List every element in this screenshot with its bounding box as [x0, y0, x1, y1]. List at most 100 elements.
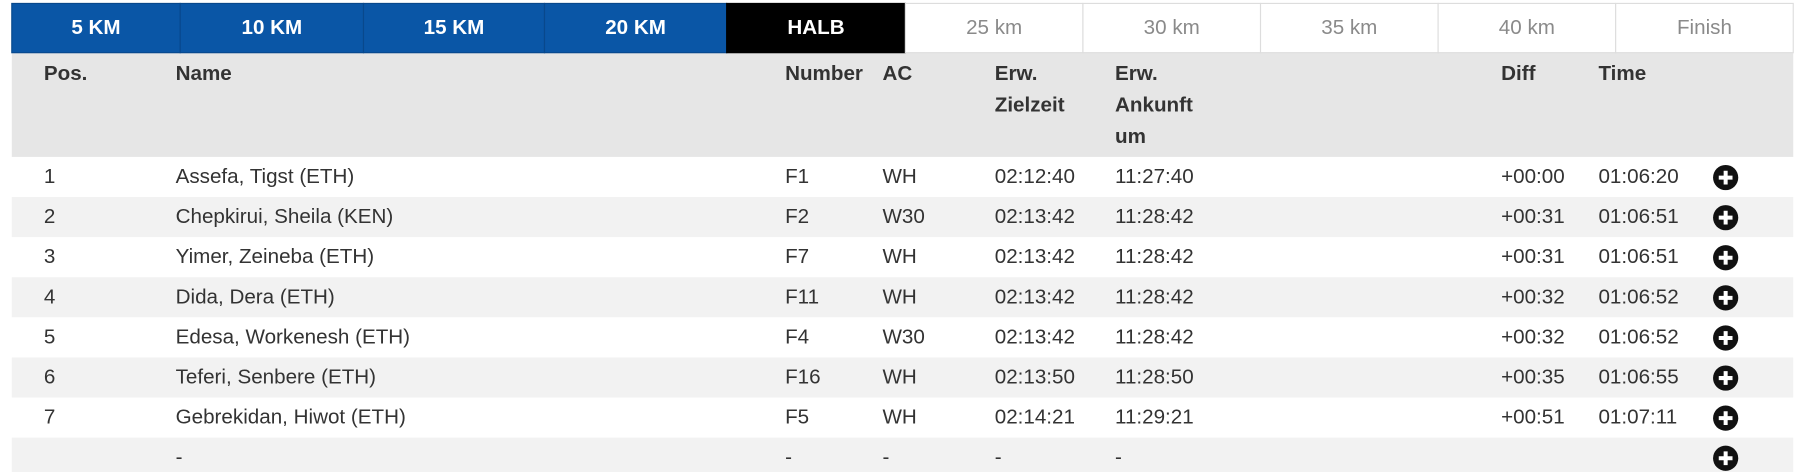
cell: 11:28:50 — [1115, 366, 1194, 389]
cell: Dida, Dera (ETH) — [176, 285, 335, 308]
cell: 01:06:55 — [1598, 366, 1678, 389]
tab-bg[interactable] — [543, 2, 728, 54]
column-header: Erw. — [1115, 62, 1158, 85]
cell: 4 — [44, 285, 55, 308]
expand-button[interactable] — [1713, 445, 1739, 471]
cell: 1 — [44, 165, 55, 188]
cell: 11:29:21 — [1115, 406, 1194, 429]
expand-button[interactable] — [1713, 365, 1739, 391]
cell: 11:28:42 — [1115, 325, 1194, 348]
cell: 01:06:20 — [1598, 165, 1678, 188]
cell: +00:35 — [1501, 366, 1565, 389]
plus-sign[interactable] — [1718, 371, 1733, 385]
plus-sign[interactable] — [1718, 331, 1733, 345]
cell: 02:14:21 — [995, 406, 1075, 429]
plus-sign[interactable] — [1718, 451, 1733, 466]
cell: Teferi, Senbere (ETH) — [176, 366, 376, 389]
tab-bg[interactable] — [1259, 2, 1439, 54]
row-bg — [11, 277, 1794, 318]
cell: - — [882, 446, 889, 469]
cell: +00:00 — [1501, 165, 1565, 188]
table-header — [11, 52, 1794, 157]
cell: 02:13:42 — [995, 245, 1075, 268]
cell: - — [176, 446, 183, 469]
tab-label[interactable]: Finish — [1677, 16, 1732, 39]
plus-sign[interactable] — [1718, 170, 1733, 185]
cell: 02:13:42 — [995, 285, 1075, 308]
cell: 11:27:40 — [1115, 165, 1194, 188]
tab-bg[interactable] — [11, 2, 181, 54]
tab-bg[interactable] — [1437, 2, 1617, 54]
cell: WH — [882, 165, 916, 188]
cell: 01:06:52 — [1598, 285, 1678, 308]
tab-label[interactable]: 20 KM — [605, 16, 666, 39]
tab-label[interactable]: 40 km — [1499, 16, 1555, 39]
tab-label[interactable]: 5 KM — [71, 16, 120, 39]
plus-sign[interactable] — [1718, 210, 1733, 225]
cell: Edesa, Workenesh (ETH) — [176, 325, 410, 348]
cell: 02:13:42 — [995, 325, 1075, 348]
cell: - — [995, 446, 1002, 469]
cell: WH — [882, 245, 916, 268]
cell: Yimer, Zeineba (ETH) — [176, 245, 375, 268]
cell: - — [785, 446, 792, 469]
column-header: Number — [785, 62, 863, 85]
column-header: Name — [176, 62, 232, 85]
cell: F16 — [785, 366, 821, 389]
cell: 5 — [44, 325, 55, 348]
plus-sign[interactable] — [1718, 250, 1733, 265]
column-header: Time — [1598, 62, 1646, 85]
cell: - — [1115, 446, 1122, 469]
plus-sign[interactable] — [1718, 411, 1733, 426]
cell: Chepkirui, Sheila (KEN) — [176, 205, 394, 228]
cell: 01:06:51 — [1598, 245, 1678, 268]
tab-label[interactable]: 25 km — [966, 16, 1022, 39]
tab-bg[interactable] — [904, 2, 1084, 54]
tab-label[interactable]: 15 KM — [424, 16, 485, 39]
expand-button[interactable] — [1713, 325, 1739, 351]
tab-label[interactable]: HALB — [787, 16, 844, 39]
plus-sign[interactable] — [1718, 290, 1733, 305]
expand-button[interactable] — [1713, 285, 1739, 311]
cell: 6 — [44, 366, 55, 389]
tab-bg[interactable] — [726, 2, 906, 54]
cell: WH — [882, 366, 916, 389]
tab-label[interactable]: 10 KM — [241, 16, 302, 39]
cell: 02:12:40 — [995, 165, 1075, 188]
cell: F2 — [785, 205, 809, 228]
cell: 11:28:42 — [1115, 245, 1194, 268]
cell: F4 — [785, 325, 809, 348]
cell: W30 — [882, 325, 924, 348]
cell: 11:28:42 — [1115, 205, 1194, 228]
row-bg — [11, 237, 1794, 278]
cell: +00:32 — [1501, 325, 1565, 348]
tab-label[interactable]: 35 km — [1321, 16, 1377, 39]
cell: Assefa, Tigst (ETH) — [176, 165, 355, 188]
cell: Gebrekidan, Hiwot (ETH) — [176, 406, 406, 429]
tab-label[interactable]: 30 km — [1144, 16, 1200, 39]
tab-bg[interactable] — [1615, 2, 1794, 54]
cell: WH — [882, 406, 916, 429]
tab-bg[interactable] — [1082, 2, 1262, 54]
cell: F1 — [785, 165, 809, 188]
expand-button[interactable] — [1713, 405, 1739, 431]
cell: 02:13:42 — [995, 205, 1075, 228]
row-bg — [11, 357, 1794, 398]
cell: 3 — [44, 245, 55, 268]
cell: +00:31 — [1501, 245, 1565, 268]
row-bg — [11, 397, 1794, 438]
expand-button[interactable] — [1713, 164, 1739, 191]
cell: 2 — [44, 205, 55, 228]
column-header: Zielzeit — [995, 93, 1065, 116]
cell: 11:28:42 — [1115, 285, 1194, 308]
cell: 01:06:52 — [1598, 325, 1678, 348]
column-header: Erw. — [995, 62, 1038, 85]
row-bg — [11, 317, 1794, 358]
column-header: AC — [882, 62, 912, 85]
cell: F11 — [785, 285, 819, 308]
expand-button[interactable] — [1713, 205, 1739, 231]
cell: WH — [882, 285, 916, 308]
row-bg — [11, 197, 1794, 238]
expand-button[interactable] — [1713, 245, 1739, 271]
cell: 01:07:11 — [1598, 406, 1677, 429]
